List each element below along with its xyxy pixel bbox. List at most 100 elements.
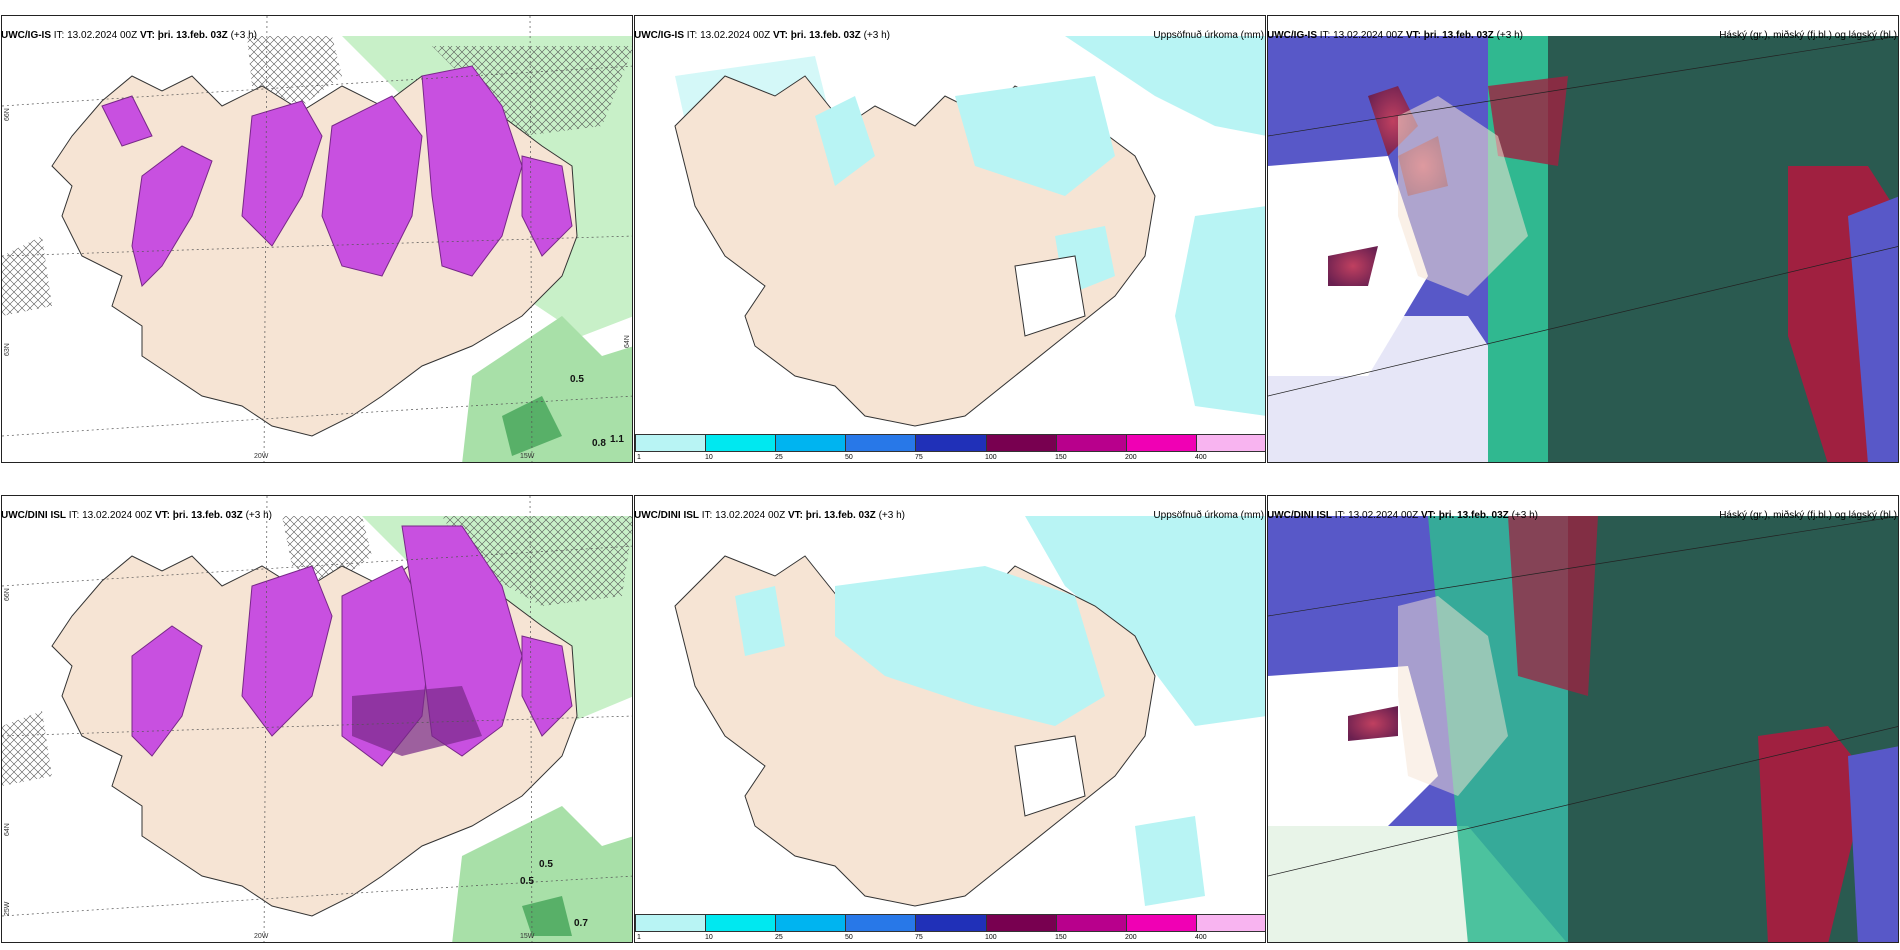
colorbar-segment: [706, 915, 777, 931]
it-label: IT:: [68, 510, 80, 521]
panel-title-clouds-top: UWC/IG-IS IT: 13.02.2024 00Z VT: þri. 13…: [1267, 30, 1523, 41]
colorbar-label: 25: [775, 454, 783, 461]
colorbar-label: 1: [637, 454, 641, 461]
clouds-panel-bottom: [1267, 495, 1899, 943]
panel-title-wind-bottom: UWC/DINI ISL IT: 13.02.2024 00Z VT: þri.…: [1, 510, 272, 521]
it-value: 13.02.2024 00Z: [715, 510, 786, 521]
colorbar-segment: [916, 915, 987, 931]
clouds-map-bottom: [1268, 496, 1898, 942]
model-name: UWC/DINI ISL: [1267, 510, 1332, 521]
vt-label: VT:: [772, 30, 788, 41]
colorbar-label: 25: [775, 934, 783, 941]
it-label: IT:: [53, 30, 65, 41]
vt-label: VT:: [154, 510, 170, 521]
lead-time: (+3 h): [863, 30, 890, 41]
wind-value-label: 0.7: [574, 918, 588, 929]
clouds-panel-top: [1267, 15, 1899, 463]
clouds-map-top: [1268, 16, 1898, 462]
precip-panel-caption-bottom: Uppsöfnuð úrkoma (mm): [1153, 510, 1264, 521]
lon-label-15: 15W: [520, 453, 535, 460]
colorbar-label: 10: [705, 454, 713, 461]
panel-title-wind-top: UWC/IG-IS IT: 13.02.2024 00Z VT: þri. 13…: [1, 30, 257, 41]
it-value: 13.02.2024 00Z: [700, 30, 771, 41]
lon-label-20: 20W: [254, 453, 269, 460]
panel-title-precip-bottom: UWC/DINI ISL IT: 13.02.2024 00Z VT: þri.…: [634, 510, 905, 521]
wind-value-label: 1.1: [610, 434, 624, 445]
it-label: IT:: [686, 30, 698, 41]
lead-time: (+3 h): [1511, 510, 1538, 521]
model-name: UWC/IG-IS: [634, 30, 684, 41]
colorbar-segment: [1056, 915, 1127, 931]
colorbar-label: 50: [845, 934, 853, 941]
panel-title-clouds-bottom: UWC/DINI ISL IT: 13.02.2024 00Z VT: þri.…: [1267, 510, 1538, 521]
precip-colorbar-top: [635, 434, 1265, 452]
wind-snow-map-bottom: [2, 496, 632, 942]
vt-value: þri. 13.feb. 03Z: [1438, 510, 1509, 521]
vt-value: þri. 13.feb. 03Z: [790, 30, 861, 41]
colorbar-label: 200: [1125, 454, 1137, 461]
colorbar-segment: [986, 435, 1057, 451]
colorbar-label: 50: [845, 454, 853, 461]
panel-title-precip-top: UWC/IG-IS IT: 13.02.2024 00Z VT: þri. 13…: [634, 30, 890, 41]
clouds-panel-caption-bottom: Háský (gr.), miðský (fj.bl.) og lágský (…: [1719, 510, 1897, 521]
colorbar-label: 150: [1055, 454, 1067, 461]
vt-label: VT:: [787, 510, 803, 521]
vt-value: þri. 13.feb. 03Z: [172, 510, 243, 521]
colorbar-segment: [706, 435, 777, 451]
lead-time: (+3 h): [1496, 30, 1523, 41]
lon-label-15: 15W: [520, 933, 535, 940]
wind-value-label: 0.8: [592, 438, 606, 449]
colorbar-segment: [636, 915, 707, 931]
colorbar-segment: [1056, 435, 1127, 451]
vt-value: þri. 13.feb. 03Z: [1423, 30, 1494, 41]
colorbar-segment: [986, 915, 1057, 931]
colorbar-label: 100: [985, 454, 997, 461]
precip-map-bottom: [674, 516, 1265, 907]
colorbar-label: 10: [705, 934, 713, 941]
colorbar-segment: [916, 435, 987, 451]
colorbar-segment: [846, 435, 917, 451]
lon-label-20: 20W: [254, 933, 269, 940]
vt-label: VT:: [1405, 30, 1421, 41]
colorbar-segment: [1126, 435, 1197, 451]
wind-snow-panel-top: 66N 63N 20W 15W 64N 0.5 0.8 1.1: [1, 15, 633, 463]
colorbar-segment: [1196, 915, 1265, 931]
lead-time: (+3 h): [245, 510, 272, 521]
colorbar-label: 200: [1125, 934, 1137, 941]
precip-map-top: [674, 36, 1265, 427]
colorbar-segment: [1126, 915, 1197, 931]
colorbar-label: 400: [1195, 934, 1207, 941]
lat-label-66: 66N: [4, 108, 11, 121]
wind-snow-panel-bottom: 66N 64N 25W 20W 15W 0.5 0.5 0.7: [1, 495, 633, 943]
precip-colorbar-bottom: [635, 914, 1265, 932]
colorbar-segment: [1196, 435, 1265, 451]
lat-label-64: 64N: [4, 823, 11, 836]
colorbar-label: 100: [985, 934, 997, 941]
it-value: 13.02.2024 00Z: [67, 30, 138, 41]
model-name: UWC/DINI ISL: [1, 510, 66, 521]
model-name: UWC/DINI ISL: [634, 510, 699, 521]
colorbar-label: 1: [637, 934, 641, 941]
colorbar-segment: [776, 435, 847, 451]
colorbar-segment: [846, 915, 917, 931]
model-name: UWC/IG-IS: [1267, 30, 1317, 41]
lat-label-63: 63N: [4, 343, 11, 356]
vt-value: þri. 13.feb. 03Z: [805, 510, 876, 521]
vt-label: VT:: [139, 30, 155, 41]
colorbar-label: 400: [1195, 454, 1207, 461]
it-value: 13.02.2024 00Z: [1333, 30, 1404, 41]
it-value: 13.02.2024 00Z: [82, 510, 153, 521]
it-label: IT:: [1334, 510, 1346, 521]
it-label: IT:: [1319, 30, 1331, 41]
colorbar-label: 150: [1055, 934, 1067, 941]
lon-label-25: 25W: [4, 901, 11, 916]
model-name: UWC/IG-IS: [1, 30, 51, 41]
vt-label: VT:: [1420, 510, 1436, 521]
colorbar-label: 75: [915, 934, 923, 941]
precip-panel-bottom: 1 10 25 50 75 100 150 200 400: [634, 495, 1266, 943]
precip-panel-caption-top: Uppsöfnuð úrkoma (mm): [1153, 30, 1264, 41]
vt-value: þri. 13.feb. 03Z: [157, 30, 228, 41]
lead-time: (+3 h): [230, 30, 257, 41]
lead-time: (+3 h): [878, 510, 905, 521]
lat-label-64: 64N: [624, 335, 631, 348]
